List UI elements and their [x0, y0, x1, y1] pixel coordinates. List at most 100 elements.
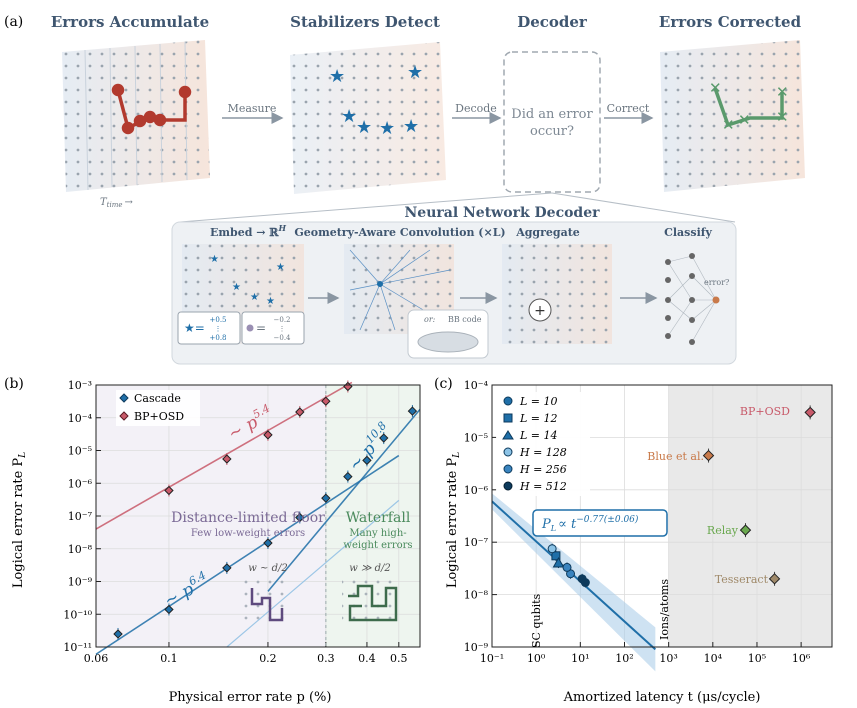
stabilizer-star: ★ — [379, 118, 395, 139]
stabilizer-star: ★ — [341, 106, 357, 127]
y-tick-label: 10⁻⁸ — [464, 589, 489, 602]
decoder-question-line1: Did an error — [511, 107, 593, 122]
arrow-measure-label: Measure — [228, 102, 277, 115]
cascade-point — [362, 455, 372, 466]
vec2-dots: ⋮ — [279, 325, 286, 333]
legend-bposd-marker — [119, 411, 129, 421]
w-large-label: w ≫ d/2 — [349, 563, 391, 574]
point-triangle — [552, 557, 565, 568]
stabilizer-star: ★ — [407, 62, 423, 83]
chart-b-ylabel: Logical error rate PL — [11, 452, 28, 588]
y-tick-label: 10⁻⁹ — [68, 576, 93, 589]
lattice-stabilizers: ★ ★ ★ ★ ★ ★ — [290, 42, 446, 194]
y-tick-label: 10⁻⁴ — [68, 412, 93, 425]
panel-b-label: (b) — [4, 376, 24, 392]
plot-frame — [491, 384, 833, 648]
nn-embed-lattice: ★ ★ ★ ★ ★ ★= +0.5 ⋮ +0.8 = −0.2 ⋮ −0.4 — [177, 244, 305, 345]
nn-classify-label: Classify — [664, 226, 712, 239]
time-label: Ttime → — [100, 197, 134, 209]
bposd-point — [222, 454, 232, 464]
fit-line — [95, 454, 400, 655]
cascade-point — [164, 604, 174, 615]
legend-L14: L = 14 — [519, 429, 558, 442]
cascade-point — [222, 563, 232, 573]
legend-L10: L = 10 — [519, 395, 558, 408]
label-bposd: BP+OSD — [740, 405, 790, 418]
baseline-point — [768, 573, 781, 585]
annot-waterfall-sub1: Many high- — [349, 528, 406, 539]
vec1-bottom: +0.8 — [210, 334, 227, 342]
svg-text:✕: ✕ — [722, 116, 735, 134]
vec1-dots: ⋮ — [215, 325, 222, 333]
x-tick-label: 10¹ — [571, 652, 589, 665]
y-tick-label: 10⁻⁷ — [464, 536, 489, 549]
y-tick-label: 10⁻⁴ — [464, 379, 489, 392]
arrow-decode-label: Decode — [455, 102, 497, 115]
lattice-corrected: ✕✕ ✕ ✕✕ — [660, 40, 805, 192]
decoder-box — [503, 51, 601, 193]
y-tick-label: 10⁻⁶ — [68, 477, 93, 490]
decoder-question-line2: occur? — [530, 124, 574, 139]
x-tick-label: 10⁰ — [527, 652, 546, 665]
nn-classifier: error? — [665, 253, 729, 345]
svg-text:★: ★ — [232, 282, 241, 293]
y-tick-label: 10⁻³ — [68, 379, 92, 392]
cascade-point — [295, 512, 305, 523]
nn-aggregate-label: Aggregate — [515, 226, 580, 239]
point-circle — [562, 562, 572, 572]
bb-or: or: — [424, 315, 436, 324]
svg-text:★: ★ — [276, 262, 285, 273]
baseline-point — [804, 406, 816, 419]
cascade-point — [343, 471, 353, 482]
header-stabilizers-detect: Stabilizers Detect — [290, 13, 440, 31]
fit-line — [267, 408, 421, 592]
panel-c-label: (c) — [434, 376, 453, 392]
x-tick-label: 0.3 — [317, 652, 335, 665]
svg-text:✕: ✕ — [776, 108, 789, 126]
stabilizer-star: ★ — [403, 116, 419, 137]
y-tick-label: 10⁻⁸ — [68, 543, 93, 556]
x-tick-label: 10⁵ — [748, 652, 766, 665]
annot-floor-sub: Few low-weight errors — [191, 528, 305, 539]
x-tick-label: 0.5 — [390, 652, 408, 665]
svg-text:★: ★ — [250, 292, 259, 303]
header-decoder: Decoder — [517, 13, 588, 31]
nn-conv-lattice: or: BB code — [344, 244, 489, 359]
legend-H256: H = 256 — [519, 463, 567, 476]
w-large-inset — [342, 576, 400, 626]
cascade-point — [321, 493, 331, 503]
fit-label: PL ∝ t−0.77(±0.06) — [541, 514, 639, 533]
svg-text:=: = — [256, 321, 266, 335]
annot-waterfall-sub2: weight errors — [343, 540, 412, 551]
cascade-point — [263, 538, 273, 548]
svg-text:★: ★ — [266, 296, 275, 307]
correction-chain — [713, 87, 784, 128]
svg-text:★: ★ — [210, 254, 219, 265]
legend-bposd: BP+OSD — [134, 410, 184, 423]
w-small-inset — [244, 576, 292, 626]
lattice-errors — [62, 40, 210, 192]
bposd-point — [295, 407, 305, 417]
y-tick-label: 10⁻¹¹ — [63, 641, 92, 654]
x-tick-label: 10⁶ — [792, 652, 811, 665]
vec1-top: +0.5 — [210, 316, 227, 324]
svg-text:★=: ★= — [184, 321, 205, 335]
plot-frame — [95, 384, 421, 648]
legend-H512: H = 512 — [519, 480, 567, 493]
stabilizer-star: ★ — [356, 117, 372, 138]
vec2-bottom: −0.4 — [274, 334, 292, 342]
header-errors-corrected: Errors Corrected — [659, 13, 802, 31]
w-small-label: w ~ d/2 — [248, 563, 287, 574]
annot-floor: Distance-limited floor — [171, 510, 325, 526]
svg-text:✕: ✕ — [709, 79, 722, 97]
x-tick-label: 0.06 — [84, 652, 109, 665]
legend-H128: H = 128 — [519, 446, 567, 459]
x-tick-label: 10⁻¹ — [480, 652, 504, 665]
x-tick-label: 10² — [615, 652, 633, 665]
label-blue: Blue et al. — [647, 450, 704, 463]
x-tick-label: 0.2 — [259, 652, 277, 665]
svg-text:+: + — [534, 303, 546, 319]
fit-label-box — [532, 509, 668, 537]
y-tick-label: 10⁻⁹ — [464, 641, 489, 654]
